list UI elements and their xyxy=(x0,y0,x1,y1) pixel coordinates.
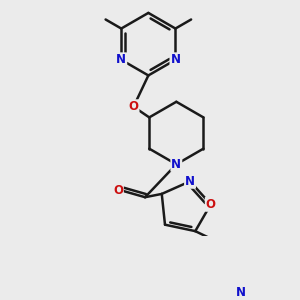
Text: N: N xyxy=(116,53,126,66)
Text: O: O xyxy=(206,198,216,211)
Text: N: N xyxy=(171,158,181,171)
Text: N: N xyxy=(170,53,180,66)
Text: N: N xyxy=(236,286,246,299)
Text: N: N xyxy=(185,175,195,188)
Text: O: O xyxy=(128,100,139,113)
Text: O: O xyxy=(113,184,123,197)
